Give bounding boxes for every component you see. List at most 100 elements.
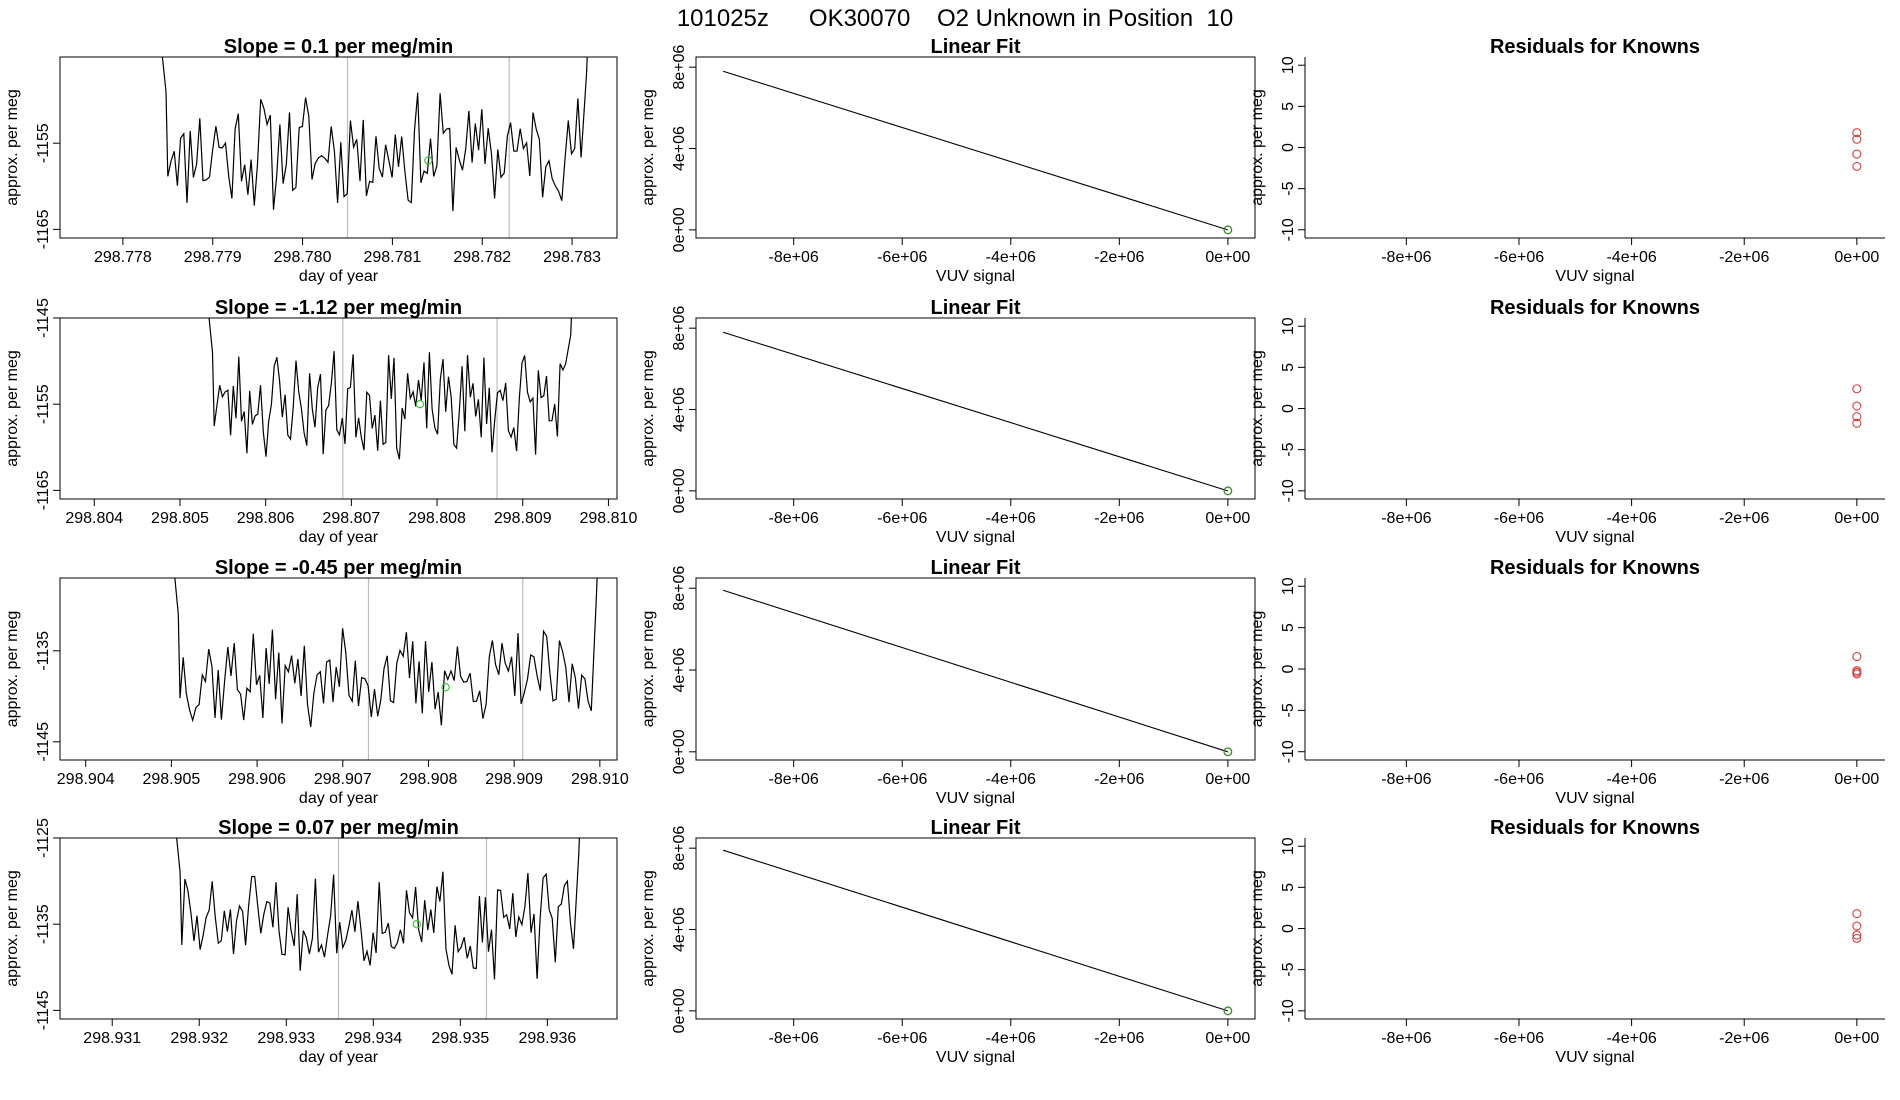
plot-frame [59,577,618,761]
fit-line [722,70,1229,231]
panel-residuals-3: Residuals for Knowns -8e+06 -6e+06 -4e+06 -2… [1249,557,1885,807]
panel-time-series-1: Slope = 0.1 per meg/min 298.778 298.779 298… [4,36,618,285]
y-axis-label: approx. per meg [640,350,657,467]
x-tick-label: 0e+00 [1834,771,1879,788]
plot-area [722,331,1233,496]
x-tick-label: -4e+06 [986,771,1036,788]
residual-point [1852,909,1862,919]
residual-point [1852,921,1862,931]
residual-point [1852,134,1862,144]
x-tick-label: 298.931 [83,1030,141,1047]
x-tick-label: 298.933 [257,1030,315,1047]
plot-frame [59,56,618,239]
x-axis-label: VUV signal [936,790,1015,807]
x-tick-label: 0e+00 [1205,1030,1250,1047]
y-tick-label: -1165 [35,209,52,249]
figure-title: 101025z OK30070 O2 Unknown in Position 1… [677,5,1233,32]
x-tick-label: 298.908 [400,771,458,788]
x-axis-label: VUV signal [936,268,1015,285]
residual-point [1852,418,1862,428]
y-tick-label: -10 [1280,218,1297,241]
x-axis-label: VUV signal [936,1049,1015,1066]
unknown-marker [424,156,433,165]
plot-area [722,849,1233,1016]
plot-frame [59,837,618,1020]
x-tick-label: 298.910 [571,771,629,788]
x-tick-label: -2e+06 [1094,1030,1144,1047]
residual-point [1852,149,1862,159]
x-tick-label: 298.907 [314,771,372,788]
x-tick-label: -2e+06 [1719,1030,1769,1047]
y-tick-label: -1145 [35,722,52,762]
unknown-marker [415,400,425,409]
y-axis-label: approx. per meg [4,89,21,206]
x-tick-label: 298.807 [322,510,380,527]
x-tick-label: -6e+06 [877,771,927,788]
panel-title: Linear Fit [930,817,1020,839]
fit-point-marker [1223,747,1233,757]
y-axis-label: approx. per meg [640,89,657,206]
y-axis-label: approx. per meg [640,611,657,728]
x-tick-label: -8e+06 [1381,771,1431,788]
panel-title: Residuals for Knowns [1490,36,1700,58]
y-tick-label: 0e+00 [671,988,688,1033]
residual-point [1852,930,1862,940]
x-axis-label: day of year [299,1049,379,1066]
panel-title: Linear Fit [930,297,1020,319]
plot-frame [695,56,1256,239]
time-series-trace [176,838,580,980]
x-tick-label: -4e+06 [1606,1030,1656,1047]
fit-point-marker [1223,225,1233,235]
panel-title: Residuals for Knowns [1490,817,1700,839]
panel-linear-fit-4: Linear Fit -8e+06 -6e+06 -4e+06 -2e+06 0e+00 0… [640,817,1256,1066]
x-tick-label: 0e+00 [1834,510,1879,527]
x-tick-label: 0e+00 [1834,249,1879,266]
x-tick-label: 298.909 [485,771,543,788]
y-tick-label: -1155 [35,123,52,163]
y-tick-label: 0 [1280,664,1297,673]
x-tick-label: 0e+00 [1205,249,1250,266]
plot-frame [695,837,1256,1020]
x-axis-label: day of year [299,790,379,807]
panel-time-series-3: Slope = -0.45 per meg/min 298.904 298.905 2… [4,557,629,807]
y-tick-label: 8e+06 [671,566,688,611]
x-tick-label: 298.778 [94,249,152,266]
plot-frame [59,317,618,500]
y-tick-label: 5 [1280,623,1297,632]
x-tick-label: -4e+06 [1606,771,1656,788]
x-tick-label: -6e+06 [877,1030,927,1047]
plot-area [1852,652,1862,679]
x-tick-label: 298.906 [228,771,286,788]
x-axis-label: day of year [299,268,379,285]
panel-title: Residuals for Knowns [1490,557,1700,579]
x-axis-label: VUV signal [936,529,1015,546]
time-series-trace [208,318,572,460]
unknown-marker [412,920,421,929]
fit-point-marker [1223,1006,1233,1016]
y-axis-label: approx. per meg [4,870,21,987]
x-tick-label: 298.808 [408,510,466,527]
residual-point [1852,652,1862,662]
y-tick-label: 8e+06 [671,45,688,90]
plot-area [722,70,1233,235]
time-series-trace [174,578,598,728]
x-tick-label: -6e+06 [1494,1030,1544,1047]
x-tick-label: -4e+06 [986,1030,1036,1047]
y-tick-label: -1135 [35,904,52,944]
plot-area [722,589,1233,757]
fit-point-marker [1223,486,1233,496]
y-tick-label: 0e+00 [671,207,688,252]
x-tick-label: -8e+06 [769,249,819,266]
x-tick-label: -8e+06 [769,771,819,788]
y-axis-label: approx. per meg [1249,89,1266,206]
panel-time-series-2: Slope = -1.12 per meg/min 298.804 298.805 2… [4,297,637,546]
fit-line [722,331,1229,492]
x-tick-label: 298.781 [363,249,421,266]
x-tick-label: 298.935 [431,1030,489,1047]
x-tick-label: -8e+06 [1381,1030,1431,1047]
y-tick-label: -5 [1280,442,1297,456]
panel-title: Linear Fit [930,36,1020,58]
plot-area [161,57,588,212]
plot-area [1852,909,1862,943]
